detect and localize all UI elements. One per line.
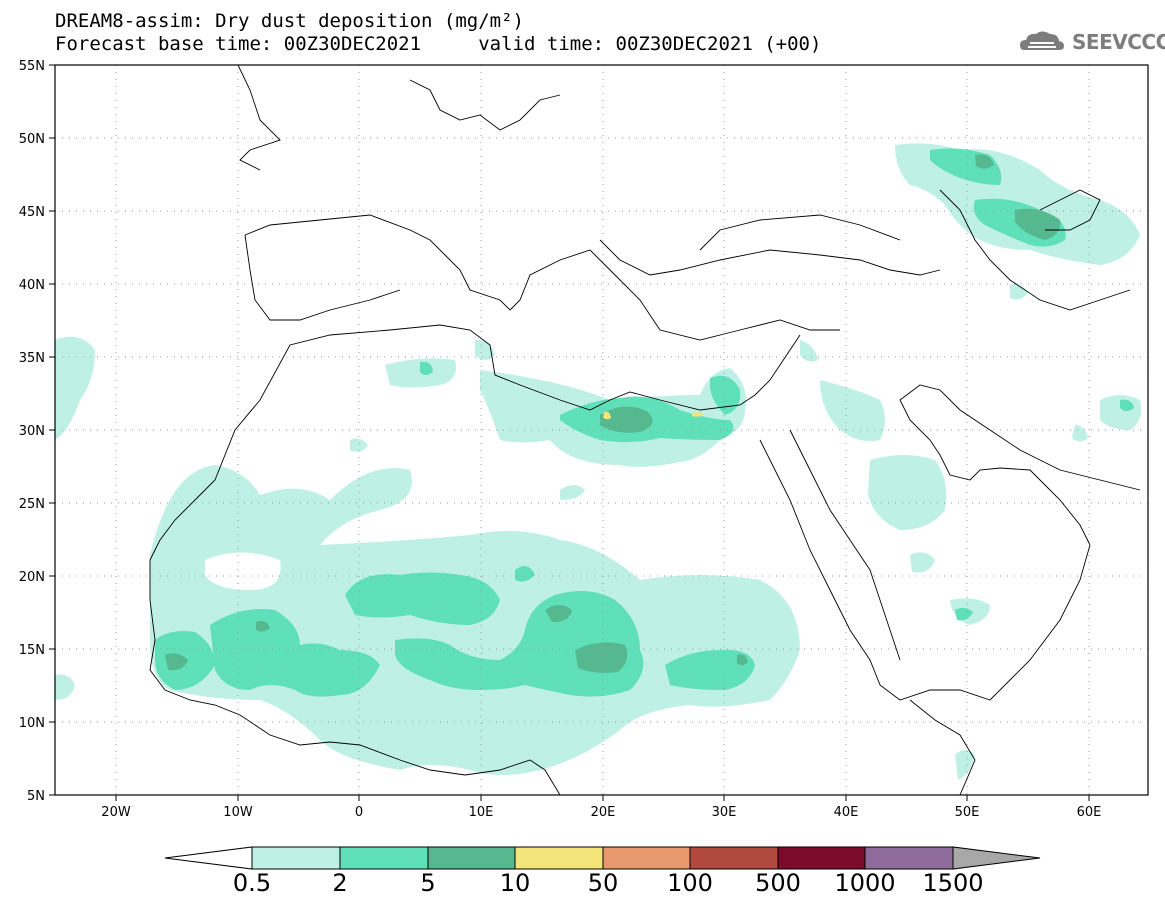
colorbar-segment (602, 846, 691, 870)
colorbar-label: 1000 (834, 869, 896, 897)
colorbar-segment (514, 846, 604, 870)
lat-label: 30N (19, 424, 45, 439)
lon-label: 30E (712, 805, 737, 820)
lon-label: 20W (101, 805, 131, 820)
logo-text: SEEVCCC (1072, 30, 1165, 54)
colorbar-segment (164, 846, 253, 870)
colorbar-segment (251, 846, 341, 870)
lon-label: 20E (591, 805, 616, 820)
lon-label: 10W (223, 805, 253, 820)
lat-label: 40N (19, 278, 45, 293)
colorbar-segment (864, 846, 954, 870)
lon-label: 60E (1077, 805, 1102, 820)
lat-labels: 55N 50N 45N 40N 35N 30N 25N 20N 15N 10N … (19, 59, 45, 804)
lon-labels: 20W 10W 0 10E 20E 30E 40E 50E 60E (101, 805, 1101, 820)
colorbar-label: 5 (420, 869, 436, 897)
lat-label: 55N (19, 59, 45, 74)
coastlines (149, 65, 1141, 795)
map-title: DREAM8-assim: Dry dust deposition (mg/m²… (55, 10, 524, 32)
lat-label: 45N (19, 205, 45, 220)
colorbar-label: 0.5 (232, 869, 272, 897)
lat-label: 15N (19, 643, 45, 658)
deposition-level-4 (603, 411, 704, 420)
lat-label: 10N (19, 716, 45, 731)
map-subtitle: Forecast base time: 00Z30DEC2021 valid t… (55, 33, 822, 55)
lat-label: 5N (27, 789, 45, 804)
lat-label: 50N (19, 132, 45, 147)
cloud-icon (1020, 31, 1064, 50)
lat-label: 20N (19, 570, 45, 585)
colorbar-label: 2 (332, 869, 348, 897)
deposition-level-3 (165, 154, 1061, 673)
colorbar-segment (952, 846, 1041, 870)
lon-label: 40E (834, 805, 859, 820)
colorbar-label: 50 (587, 869, 619, 897)
colorbar-segment (427, 846, 516, 870)
colorbar (164, 846, 1041, 870)
lat-label: 35N (19, 351, 45, 366)
graticule (55, 65, 1148, 795)
lon-label: 50E (955, 805, 980, 820)
colorbar-label: 100 (667, 869, 713, 897)
colorbar-label: 10 (499, 869, 531, 897)
colorbar-segment (339, 846, 429, 870)
lon-label: 10E (469, 805, 494, 820)
colorbar-label: 500 (755, 869, 801, 897)
lon-label: 0 (355, 805, 363, 820)
colorbar-label: 1500 (922, 869, 984, 897)
dust-fields (55, 143, 1142, 780)
axis-ticks (49, 64, 1090, 801)
lat-label: 25N (19, 497, 45, 512)
colorbar-segment (777, 846, 866, 870)
colorbar-segment (689, 846, 779, 870)
